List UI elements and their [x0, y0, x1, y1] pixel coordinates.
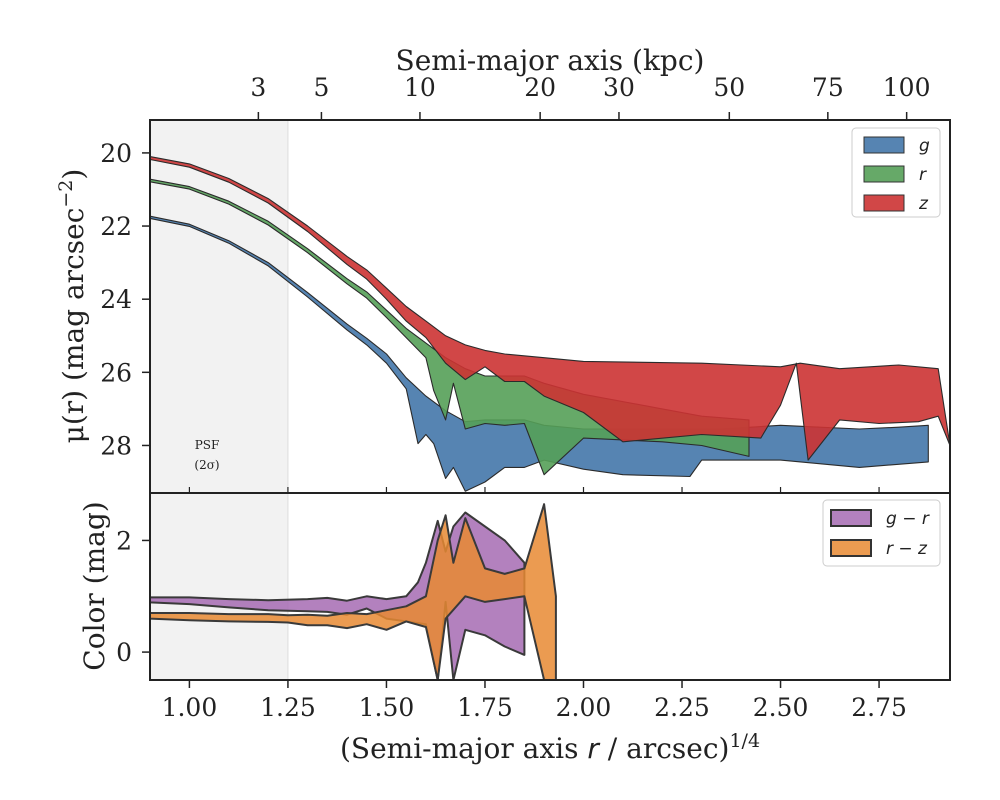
legend-label: r: [919, 165, 927, 185]
x-axis-title-variable: r: [587, 732, 600, 765]
color-bands: [150, 503, 557, 680]
top-y-axis-title-end: ): [57, 169, 90, 180]
top-tick-label: 5: [313, 73, 329, 102]
top-legend: grz: [851, 127, 941, 218]
legend-swatch: [830, 509, 872, 527]
legend-swatch: [830, 539, 872, 557]
x-tick-label: 1.75: [457, 693, 513, 722]
x-tick-label: 2.25: [654, 693, 710, 722]
x-axis-title-exponent: 1/4: [729, 730, 760, 752]
x-tick-label: 2.00: [556, 693, 612, 722]
top-x-axis-title: Semi-major axis (kpc): [396, 44, 705, 77]
legend-label: g: [919, 136, 930, 156]
x-tick-label: 1.50: [359, 693, 415, 722]
top-tick-label: 3: [250, 73, 266, 102]
bottom-y-axis-ticks: 02: [116, 526, 150, 667]
legend-swatch: [863, 136, 905, 154]
legend-label: r − z: [886, 539, 928, 559]
top-y-axis-title-exponent: −2: [55, 180, 77, 208]
bottom-x-axis-ticks: 1.00 1.25 1.50 1.75 2.00 2.25 2.50 2.75: [162, 487, 907, 722]
top-secondary-axis-ticks: 3 5 10 20 30 50 75 100: [250, 73, 931, 120]
top-tick-label: 20: [524, 73, 556, 102]
y-tick-label: 22: [100, 212, 132, 241]
y-tick-label: 26: [100, 358, 132, 387]
x-tick-label: 1.25: [260, 693, 316, 722]
bottom-panel-frame: [149, 492, 951, 681]
y-tick-label: 0: [116, 638, 132, 667]
surface-brightness-bands: [150, 156, 950, 492]
x-tick-label: 1.00: [162, 693, 218, 722]
legend-swatch: [863, 194, 905, 212]
top-tick-label: 50: [713, 73, 745, 102]
y-tick-label: 20: [100, 139, 132, 168]
x-axis-title-main: (Semi-major axis: [340, 732, 587, 765]
psf-region-color: [150, 493, 288, 680]
x-axis-title-unit: / arcsec): [599, 732, 730, 765]
top-tick-label: 10: [404, 73, 436, 102]
top-y-axis-title: μ(r) (mag arcsec−2): [55, 169, 90, 444]
x-tick-label: 2.75: [851, 693, 907, 722]
color-panel: 02 1.00 1.25 1.50 1.75 2.00 2.25 2.50 2.75 Colo…: [78, 487, 951, 765]
top-tick-label: 100: [883, 73, 931, 102]
band-r-minus-z: [150, 503, 557, 680]
surface-brightness-panel: 20 22 24 26 28 3 5 10 20 30 50 75 100 Semi-major ax…: [55, 44, 951, 494]
top-y-axis-title-main: μ(r) (mag arcsec: [57, 208, 90, 444]
x-tick-label: 2.50: [753, 693, 809, 722]
top-y-axis-ticks: 20 22 24 26 28: [100, 139, 150, 460]
psf-region: [150, 120, 288, 493]
psf-label: PSF: [195, 438, 220, 452]
y-tick-label: 28: [100, 431, 132, 460]
top-tick-label: 75: [812, 73, 844, 102]
y-tick-label: 24: [100, 285, 132, 314]
top-tick-label: 30: [603, 73, 635, 102]
legend-swatch: [863, 165, 905, 183]
psf-sigma-label: (2σ): [194, 458, 219, 472]
legend-label: g − r: [886, 509, 930, 529]
bottom-y-axis-title: Color (mag): [78, 501, 111, 670]
band-z: [150, 156, 950, 461]
legend-label: z: [918, 194, 929, 214]
y-tick-label: 2: [116, 526, 132, 555]
bottom-x-axis-title: (Semi-major axis r / arcsec)1/4: [340, 730, 760, 765]
bottom-legend: g − r r − z: [822, 499, 941, 567]
